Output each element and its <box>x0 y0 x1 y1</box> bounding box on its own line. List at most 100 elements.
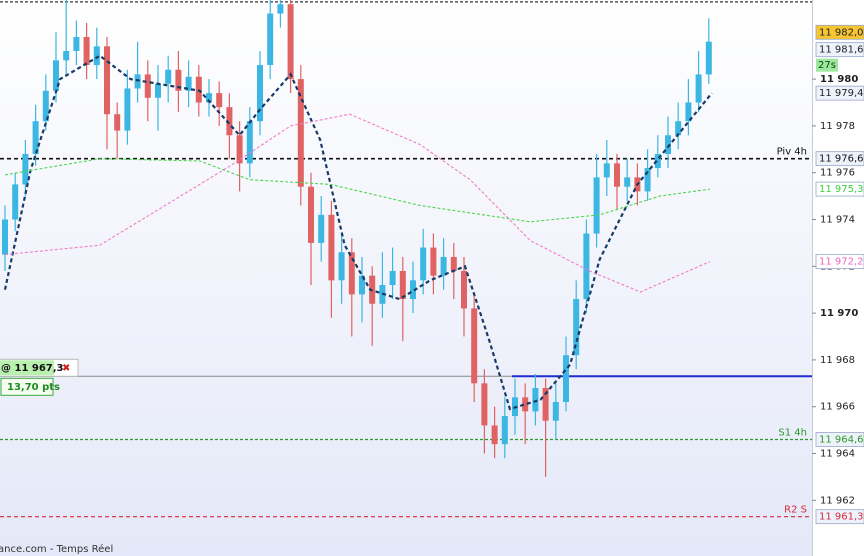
candle-body <box>134 74 141 89</box>
y-tick-label: 11 978 <box>820 121 855 132</box>
plot-background <box>0 0 812 556</box>
candle-body <box>236 135 243 164</box>
candle-body <box>83 36 90 66</box>
candle-body <box>624 177 631 187</box>
candle-body <box>328 214 335 281</box>
y-tick-label: 11 962 <box>820 495 855 506</box>
price-label: 11 982,0 <box>819 27 864 38</box>
candle-body <box>348 252 355 295</box>
candle-body <box>675 121 682 136</box>
moving-average <box>3 54 713 411</box>
y-tick-label: 11 964 <box>820 449 855 460</box>
candle-body <box>185 76 192 91</box>
candle-body <box>287 4 294 80</box>
candle-body <box>104 46 110 115</box>
footer: ance.com - Temps Réel <box>0 543 113 555</box>
candle-body <box>114 114 121 131</box>
candle-body <box>246 121 253 164</box>
price-label-box <box>815 85 864 101</box>
y-tick-label: 11 966 <box>820 402 855 413</box>
candle-body <box>389 270 396 286</box>
candle-body <box>124 88 131 131</box>
level-label: Piv 4h <box>777 147 807 158</box>
candle-body <box>318 214 325 243</box>
price-label: 11 976,6 <box>819 154 864 165</box>
candle-body <box>614 163 620 187</box>
candle-body <box>583 233 590 300</box>
candle-body <box>308 186 314 243</box>
candle-body <box>63 51 70 61</box>
candle-body <box>93 46 100 66</box>
price-label: 11 964,6 <box>819 434 864 445</box>
candle-body <box>206 93 212 103</box>
candle-body <box>665 135 671 154</box>
y-tick-label: 11 970 <box>820 308 858 319</box>
candle-body <box>685 102 692 122</box>
price-label: 11 975,3 <box>819 184 864 195</box>
candle-body <box>440 256 447 276</box>
candle-body <box>22 153 29 185</box>
candle-body <box>175 69 182 91</box>
countdown: 27s <box>818 60 836 71</box>
candle-body <box>654 153 661 169</box>
candle-body <box>420 247 427 281</box>
countdown-box <box>816 58 838 72</box>
candle-body <box>399 270 406 300</box>
candle-body <box>563 355 569 403</box>
candle-body <box>705 41 712 75</box>
candle-body <box>532 387 539 412</box>
candle-body <box>2 219 8 255</box>
level-label: S1 4h <box>778 427 807 438</box>
candle-body <box>552 402 559 421</box>
price-label-box <box>815 181 864 197</box>
candle-body <box>491 425 498 445</box>
candle-body <box>573 299 580 356</box>
candle-body <box>226 107 233 136</box>
position-close[interactable]: ✖ <box>62 363 70 374</box>
price-label-box <box>815 509 864 525</box>
candle-body <box>695 74 702 103</box>
candle-body <box>542 387 549 421</box>
candle-body <box>522 397 529 412</box>
y-tick-label: 11 968 <box>820 355 855 366</box>
candle-body <box>12 184 19 220</box>
position-price: @ 11 967,3 <box>1 363 64 374</box>
candle-body <box>410 280 416 300</box>
candle-body <box>450 256 457 271</box>
candle-body <box>42 90 49 122</box>
price-label-box <box>815 254 864 270</box>
candle-body <box>501 416 508 445</box>
candle-body <box>297 79 304 187</box>
candle-body <box>216 93 223 108</box>
price-label-box <box>815 151 864 167</box>
candle-body <box>471 308 478 384</box>
price-label-box <box>815 432 864 447</box>
candle-body <box>267 13 274 66</box>
y-tick-label: 11 980 <box>820 74 858 85</box>
price-label: 11 979,4 <box>819 88 864 99</box>
position-price-box <box>0 360 54 376</box>
candle-body <box>165 69 172 84</box>
candle-body <box>430 247 437 276</box>
price-label-box <box>815 24 864 40</box>
candle-body <box>277 4 284 14</box>
pnl-box <box>0 377 54 396</box>
candle-body <box>603 163 610 178</box>
y-tick-label: 11 976 <box>820 168 855 179</box>
price-label: 11 972,2 <box>819 257 864 268</box>
candle-body <box>144 74 151 98</box>
candle-body <box>593 177 600 234</box>
candle-body <box>155 83 161 98</box>
moving-average <box>4 158 710 223</box>
level-label: R2 S <box>784 505 807 516</box>
y-tick-label: 11 974 <box>820 214 855 225</box>
price-label: 11 981,6 <box>819 45 864 56</box>
candle-body <box>644 168 651 192</box>
candle-body <box>257 65 263 122</box>
candle-body <box>53 60 59 91</box>
candle-body <box>32 121 39 154</box>
pnl: 13,70 pts <box>7 382 60 393</box>
candle-body <box>73 36 80 52</box>
